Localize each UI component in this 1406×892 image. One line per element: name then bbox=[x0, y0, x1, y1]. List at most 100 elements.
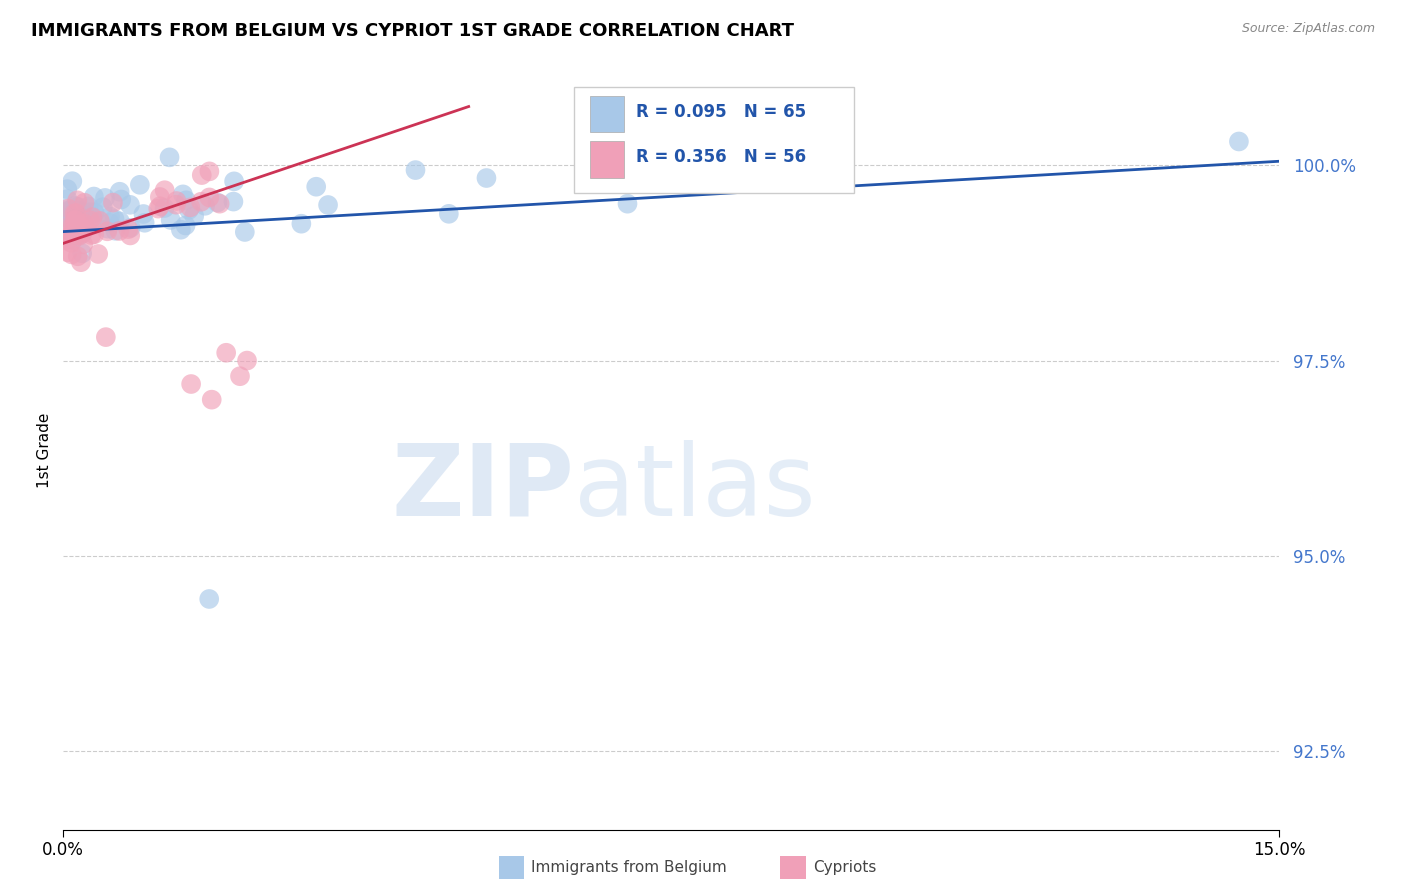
Point bbox=[616, 196, 638, 211]
Point bbox=[153, 201, 176, 215]
Point bbox=[87, 247, 110, 261]
Point bbox=[120, 228, 142, 243]
Point bbox=[101, 195, 124, 210]
Point bbox=[69, 220, 91, 235]
Point bbox=[66, 219, 89, 234]
Point bbox=[67, 228, 90, 243]
Point bbox=[77, 205, 100, 219]
Point bbox=[201, 392, 224, 407]
Text: Source: ZipAtlas.com: Source: ZipAtlas.com bbox=[1241, 22, 1375, 36]
Point bbox=[70, 246, 93, 260]
Point bbox=[73, 195, 96, 210]
Point bbox=[56, 192, 79, 206]
Text: R = 0.095   N = 65: R = 0.095 N = 65 bbox=[636, 103, 806, 120]
Point bbox=[607, 163, 630, 178]
Point bbox=[110, 193, 132, 207]
Point bbox=[191, 168, 214, 182]
Text: IMMIGRANTS FROM BELGIUM VS CYPRIOT 1ST GRADE CORRELATION CHART: IMMIGRANTS FROM BELGIUM VS CYPRIOT 1ST G… bbox=[31, 22, 794, 40]
Point bbox=[233, 225, 256, 239]
Text: Cypriots: Cypriots bbox=[813, 861, 876, 875]
Point bbox=[118, 198, 141, 212]
Point bbox=[91, 200, 114, 214]
Point bbox=[222, 194, 245, 209]
Point bbox=[180, 377, 202, 392]
Point bbox=[159, 150, 181, 164]
Point bbox=[63, 206, 86, 220]
Point bbox=[174, 194, 197, 208]
Point bbox=[172, 187, 194, 202]
Point bbox=[117, 222, 139, 236]
Point bbox=[437, 207, 460, 221]
Point bbox=[89, 214, 111, 228]
Point bbox=[65, 206, 87, 220]
Point bbox=[65, 229, 87, 244]
Point bbox=[65, 213, 87, 227]
Point bbox=[66, 203, 89, 218]
Point bbox=[58, 203, 80, 218]
Point bbox=[174, 219, 197, 233]
Point bbox=[65, 226, 87, 240]
Point bbox=[290, 217, 312, 231]
Point bbox=[65, 211, 87, 225]
Point bbox=[56, 203, 79, 218]
Point bbox=[72, 226, 94, 240]
Point bbox=[108, 185, 131, 199]
Text: ZIP: ZIP bbox=[391, 440, 574, 537]
Point bbox=[77, 199, 100, 213]
Point bbox=[83, 205, 105, 219]
Point bbox=[58, 202, 80, 216]
Point bbox=[97, 221, 120, 235]
Point bbox=[70, 227, 93, 242]
Point bbox=[222, 174, 245, 188]
Point bbox=[82, 210, 104, 224]
Point bbox=[103, 212, 125, 227]
Y-axis label: 1st Grade: 1st Grade bbox=[37, 413, 52, 488]
Point bbox=[53, 220, 76, 235]
Text: R = 0.356   N = 56: R = 0.356 N = 56 bbox=[636, 148, 806, 166]
Point bbox=[96, 224, 118, 238]
Point bbox=[60, 205, 83, 219]
Point bbox=[66, 249, 89, 263]
Point bbox=[305, 179, 328, 194]
Point bbox=[98, 216, 121, 230]
Point bbox=[572, 170, 595, 185]
Point bbox=[207, 195, 229, 210]
Point bbox=[94, 191, 117, 205]
Point bbox=[179, 200, 201, 214]
Point bbox=[229, 369, 252, 384]
Point bbox=[170, 223, 193, 237]
Point bbox=[55, 231, 77, 245]
Point bbox=[198, 164, 221, 178]
Point bbox=[148, 202, 170, 216]
Point bbox=[66, 200, 89, 214]
Point bbox=[165, 197, 187, 211]
Point bbox=[80, 228, 103, 243]
Point bbox=[132, 207, 155, 221]
FancyBboxPatch shape bbox=[591, 141, 624, 178]
Point bbox=[70, 255, 93, 269]
Point bbox=[60, 227, 83, 241]
Point bbox=[63, 199, 86, 213]
Point bbox=[60, 235, 83, 250]
Point bbox=[1227, 135, 1250, 149]
Point bbox=[183, 209, 205, 223]
Point bbox=[67, 228, 90, 243]
Point bbox=[166, 194, 188, 208]
Point bbox=[405, 163, 427, 178]
Point bbox=[215, 345, 238, 359]
Point bbox=[94, 330, 117, 344]
Point bbox=[120, 220, 142, 235]
Point bbox=[63, 217, 86, 231]
Point bbox=[149, 199, 172, 213]
Point bbox=[108, 214, 131, 228]
Point bbox=[198, 190, 221, 204]
Point bbox=[70, 218, 93, 232]
Point bbox=[153, 183, 176, 197]
Point bbox=[194, 199, 217, 213]
Point bbox=[316, 198, 339, 212]
Point bbox=[56, 211, 79, 226]
Point bbox=[67, 211, 90, 226]
Point bbox=[149, 190, 172, 204]
Point bbox=[56, 205, 79, 219]
Point bbox=[62, 233, 84, 247]
